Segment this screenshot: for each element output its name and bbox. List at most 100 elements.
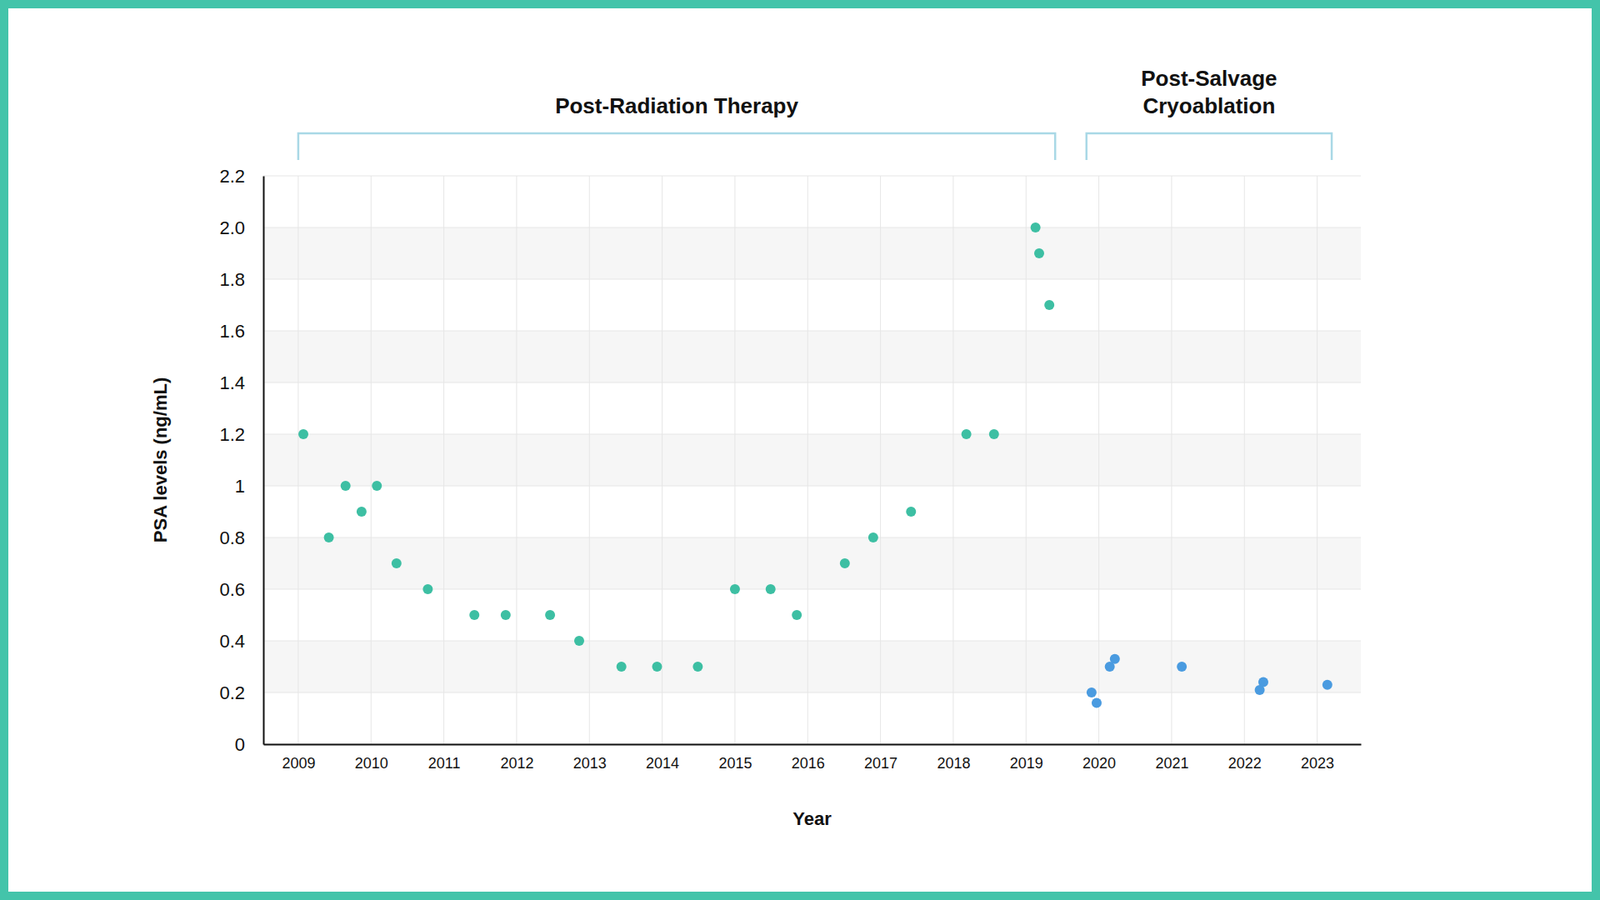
- y-tick-label: 1: [235, 475, 245, 497]
- y-tick-label: 1.2: [219, 424, 245, 445]
- grid-line: [661, 175, 663, 745]
- grid-line: [952, 175, 954, 745]
- point: [765, 584, 776, 595]
- x-tick-label: 2011: [428, 755, 461, 772]
- point: [692, 661, 703, 672]
- x-tick: 2016: [791, 744, 825, 772]
- x-tick-label: 2009: [281, 755, 315, 772]
- x-tick: 2012: [500, 744, 534, 772]
- grid-line: [1025, 175, 1027, 745]
- point: [391, 558, 402, 569]
- grid-line: [263, 382, 1361, 384]
- y-tick-label: 0.4: [219, 630, 245, 652]
- point: [545, 610, 555, 620]
- grid-line: [263, 692, 1361, 694]
- x-axis: 2009201020112012201320142015201620172018…: [264, 744, 1362, 772]
- grid-line: [1316, 175, 1318, 745]
- point: [616, 661, 627, 672]
- point: [840, 558, 850, 569]
- x-axis-line: [264, 744, 1362, 746]
- point: [989, 429, 1000, 440]
- band: [263, 330, 1361, 383]
- grid-line: [263, 537, 1361, 539]
- y-tick-label: 2.2: [219, 165, 245, 187]
- point: [422, 584, 433, 595]
- annotation: Cryoablation: [1142, 93, 1275, 119]
- y-tick-label: 1.8: [219, 269, 245, 290]
- point: [1044, 300, 1055, 310]
- y-tick: 0.2: [219, 682, 264, 704]
- annotation: Post-Radiation Therapy: [555, 93, 799, 119]
- grid-line: [263, 434, 1361, 435]
- grid-line: [880, 175, 881, 745]
- x-tick: 2009: [281, 744, 315, 772]
- point: [651, 661, 662, 672]
- y-tick-label: 2.0: [219, 217, 245, 239]
- y-tick-label: 0.2: [219, 682, 245, 704]
- x-tick-label: 2023: [1300, 755, 1335, 772]
- point: [298, 429, 309, 440]
- y-tick: 1.6: [219, 320, 264, 342]
- grid-line: [1244, 175, 1245, 745]
- point: [730, 584, 740, 595]
- grid-line: [263, 279, 1361, 280]
- x-axis-title: Year: [792, 808, 832, 830]
- grid-line: [263, 485, 1361, 487]
- x-tick: 2013: [573, 744, 607, 772]
- grid-line: [370, 175, 372, 745]
- x-tick-label: 2018: [936, 755, 970, 772]
- grid-line: [263, 330, 1361, 332]
- x-tick: 2014: [645, 744, 680, 772]
- point: [356, 506, 367, 517]
- point: [1322, 680, 1333, 690]
- grid-line: [807, 175, 809, 745]
- grid-line: [443, 175, 445, 745]
- y-tick: 1.8: [219, 269, 264, 290]
- point: [469, 610, 480, 620]
- point: [500, 610, 511, 620]
- grid-line: [515, 175, 517, 745]
- x-tick: 2015: [718, 744, 752, 772]
- grid-line: [263, 227, 1361, 229]
- point: [1258, 677, 1269, 688]
- point: [1091, 697, 1102, 708]
- point: [324, 532, 335, 543]
- x-tick-label: 2013: [573, 755, 607, 772]
- y-tick: 1.4: [219, 372, 264, 394]
- point: [1086, 687, 1097, 698]
- x-tick: 2010: [355, 744, 389, 772]
- point: [791, 610, 802, 620]
- x-tick-label: 2014: [645, 755, 680, 772]
- y-axis-title: PSA levels (ng/mL): [150, 377, 171, 543]
- point: [868, 532, 879, 543]
- x-tick: 2011: [428, 744, 461, 772]
- grid-line: [1098, 175, 1100, 745]
- y-tick: 0.4: [219, 630, 264, 652]
- y-tick-label: 1.4: [219, 372, 245, 394]
- grid-line: [263, 640, 1361, 642]
- grid: [263, 175, 1361, 745]
- y-axis-line: [263, 176, 265, 745]
- band: [263, 434, 1361, 486]
- point: [1176, 661, 1187, 672]
- bracket: [1086, 133, 1332, 160]
- grid-line: [297, 175, 299, 745]
- band: [263, 640, 1361, 693]
- x-tick: 2019: [1010, 744, 1044, 772]
- y-tick: 0: [235, 734, 264, 755]
- x-tick-label: 2019: [1010, 755, 1044, 772]
- grid-line: [263, 175, 1361, 177]
- point: [1034, 248, 1045, 259]
- annotation: Post-Salvage: [1140, 65, 1277, 91]
- y-tick-label: 0: [235, 734, 245, 755]
- y-tick-label: 0.6: [219, 579, 245, 600]
- point: [1110, 654, 1120, 665]
- grid-line: [263, 744, 1361, 745]
- bracket: [298, 133, 1055, 160]
- x-tick-label: 2022: [1228, 755, 1262, 772]
- y-tick-label: 1.6: [219, 320, 245, 342]
- x-tick: 2021: [1155, 744, 1189, 772]
- grid-line: [734, 175, 735, 745]
- y-tick: 0.8: [219, 527, 264, 549]
- point: [1030, 222, 1041, 233]
